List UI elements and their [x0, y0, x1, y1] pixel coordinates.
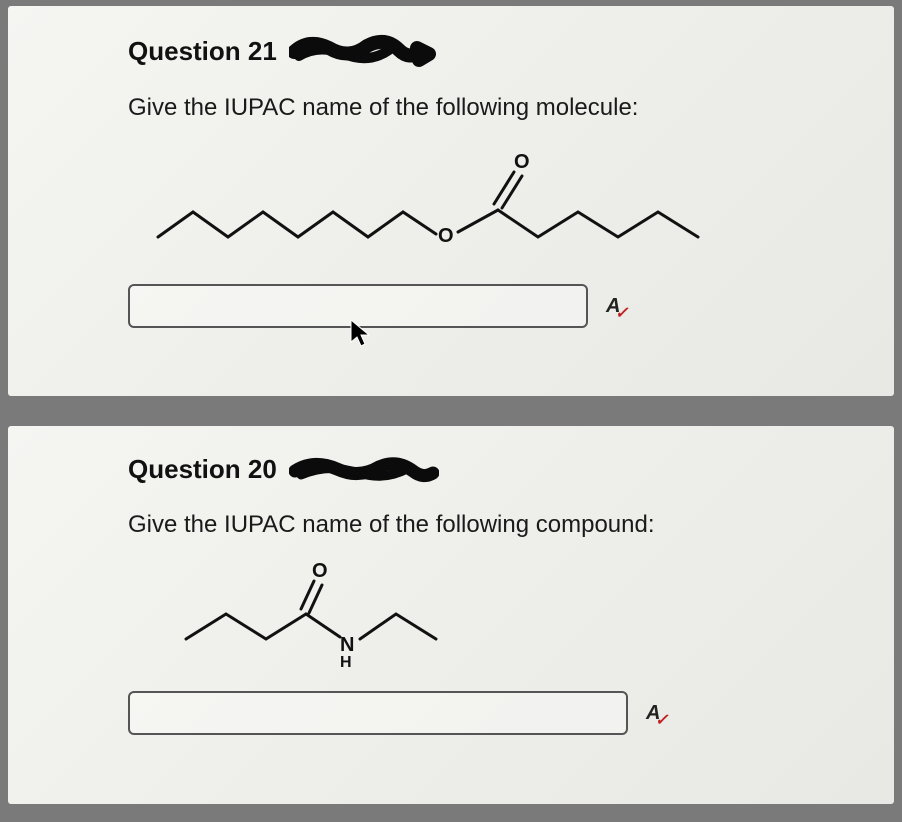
- answer-row: A ✓: [128, 691, 858, 735]
- question-header: Question 21: [128, 34, 858, 68]
- question-title: Question 20: [128, 454, 277, 485]
- answer-input-q20[interactable]: [128, 691, 628, 735]
- answer-row: A ✓: [128, 284, 858, 328]
- redaction-scribble: [289, 455, 439, 485]
- atom-label-O-carbonyl: O: [514, 151, 530, 173]
- molecule-structure-q20: O N H: [168, 559, 528, 679]
- spellcheck-icon[interactable]: A ✓: [646, 702, 660, 725]
- redaction-scribble: [289, 34, 439, 68]
- atom-label-O-ester: O: [438, 225, 454, 247]
- atom-label-N: N: [340, 634, 354, 656]
- atom-label-H: H: [340, 654, 352, 671]
- spellcheck-check-icon: ✓: [655, 710, 668, 730]
- question-title: Question 21: [128, 36, 277, 67]
- question-21-card: Question 21 Give the IUPAC name of the f…: [8, 6, 894, 396]
- spellcheck-icon[interactable]: A ✓: [606, 295, 620, 318]
- molecule-structure-q21: O O: [138, 142, 758, 272]
- question-header: Question 20: [128, 454, 858, 485]
- atom-label-O-carbonyl: O: [312, 560, 328, 582]
- question-prompt: Give the IUPAC name of the following mol…: [128, 94, 858, 122]
- answer-input-q21[interactable]: [128, 284, 588, 328]
- question-20-card: Question 20 Give the IUPAC name of the f…: [8, 426, 894, 804]
- question-prompt: Give the IUPAC name of the following com…: [128, 511, 858, 539]
- spellcheck-check-icon: ✓: [615, 303, 628, 323]
